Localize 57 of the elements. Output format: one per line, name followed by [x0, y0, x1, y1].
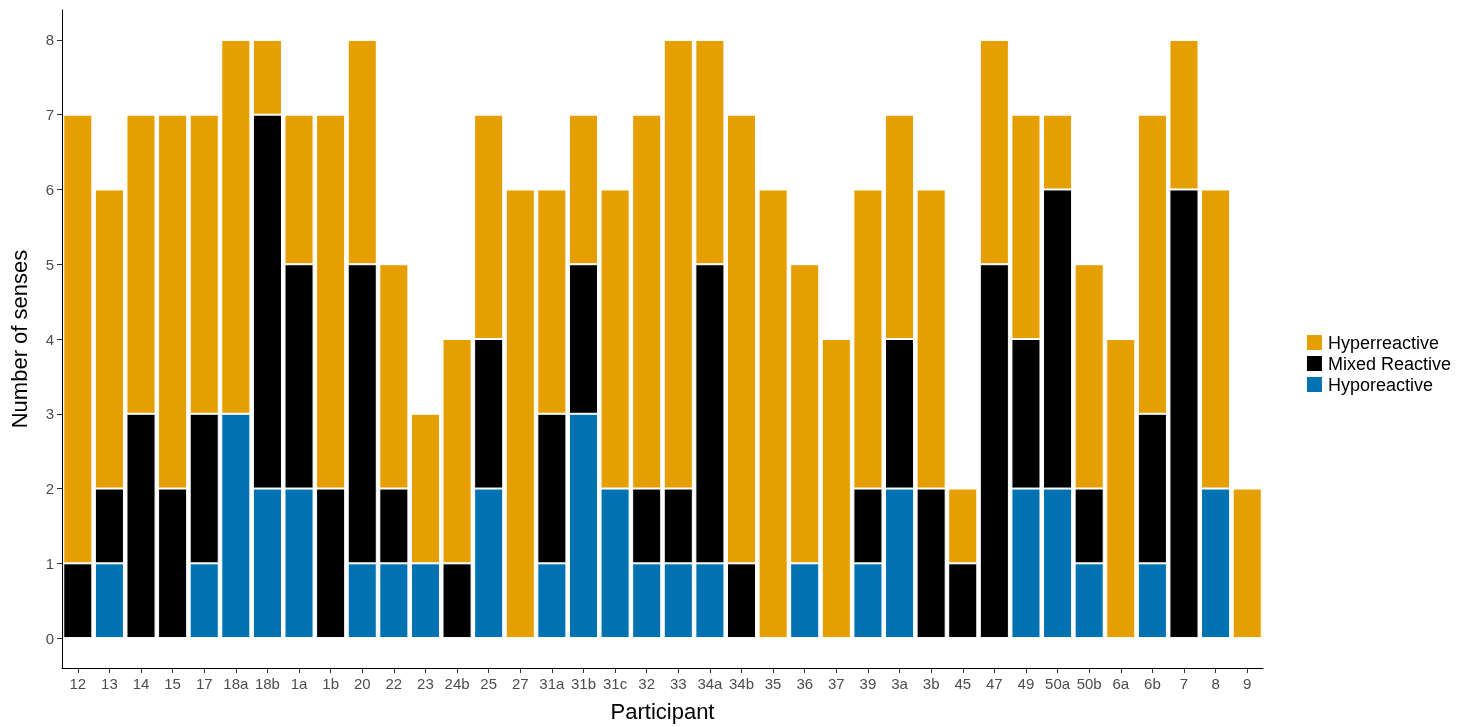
legend-label: Hyperreactive — [1327, 332, 1439, 353]
x-tick-label: 18a — [223, 675, 249, 692]
x-tick-label: 6a — [1112, 675, 1130, 692]
bar — [758, 189, 788, 639]
y-tick-label: 5 — [45, 255, 54, 273]
x-tick-label: 50b — [1076, 675, 1102, 692]
x-tick-label: 32 — [638, 675, 656, 692]
x-tick-label: 27 — [511, 675, 529, 692]
x-tick-label: 15 — [164, 675, 181, 692]
x-tick-label: 36 — [796, 675, 814, 692]
y-tick-label: 6 — [45, 180, 54, 198]
y-tick-label: 7 — [45, 106, 54, 124]
x-tick-label: 45 — [954, 675, 972, 692]
bar — [1232, 488, 1262, 639]
x-tick-label: 50a — [1045, 675, 1071, 692]
x-tick-label: 3a — [891, 675, 909, 692]
x-axis-title: Participant — [610, 698, 715, 724]
x-tick-label: 35 — [764, 675, 782, 692]
bar — [1106, 339, 1136, 639]
x-tick-label: 39 — [859, 675, 877, 692]
x-tick-label: 12 — [69, 675, 87, 692]
x-tick-label: 3b — [922, 675, 940, 692]
x-tick-label: 20 — [353, 675, 371, 692]
y-axis-title: Number of senses — [6, 249, 32, 429]
x-tick-label: 14 — [132, 675, 150, 692]
x-tick-label: 6b — [1144, 675, 1161, 692]
x-tick-label: 8 — [1211, 675, 1220, 692]
legend-label: Hyporeactive — [1327, 374, 1433, 395]
x-tick-label: 22 — [385, 675, 403, 692]
y-tick-label: 2 — [45, 480, 54, 498]
x-tick-label: 37 — [827, 675, 845, 692]
y-tick-label: 3 — [45, 405, 54, 423]
legend-label: Mixed Reactive — [1327, 353, 1451, 374]
bar — [821, 339, 851, 639]
x-tick-label: 7 — [1179, 675, 1189, 692]
x-tick-label: 23 — [417, 675, 434, 692]
y-tick-label: 0 — [45, 629, 54, 647]
bar — [505, 189, 535, 639]
x-tick-label: 31a — [539, 675, 566, 692]
x-tick-label: 1b — [322, 675, 339, 692]
x-tick-label: 25 — [480, 675, 498, 692]
x-tick-label: 9 — [1243, 675, 1252, 692]
x-tick-label: 24b — [444, 675, 470, 692]
x-tick-label: 1a — [290, 675, 309, 692]
x-tick-label: 17 — [195, 675, 213, 692]
x-tick-label: 49 — [1017, 675, 1035, 692]
y-tick-label: 1 — [45, 554, 54, 572]
x-tick-label: 31b — [570, 675, 596, 692]
x-tick-label: 47 — [986, 675, 1003, 692]
y-tick-label: 4 — [45, 330, 54, 348]
x-tick-label: 34a — [697, 675, 724, 692]
x-tick-label: 13 — [101, 675, 118, 692]
x-tick-label: 33 — [669, 675, 687, 692]
y-tick-label: 8 — [45, 31, 54, 49]
x-tick-label: 34b — [729, 675, 755, 692]
x-tick-label: 31c — [603, 675, 628, 692]
x-tick-label: 18b — [254, 675, 280, 692]
